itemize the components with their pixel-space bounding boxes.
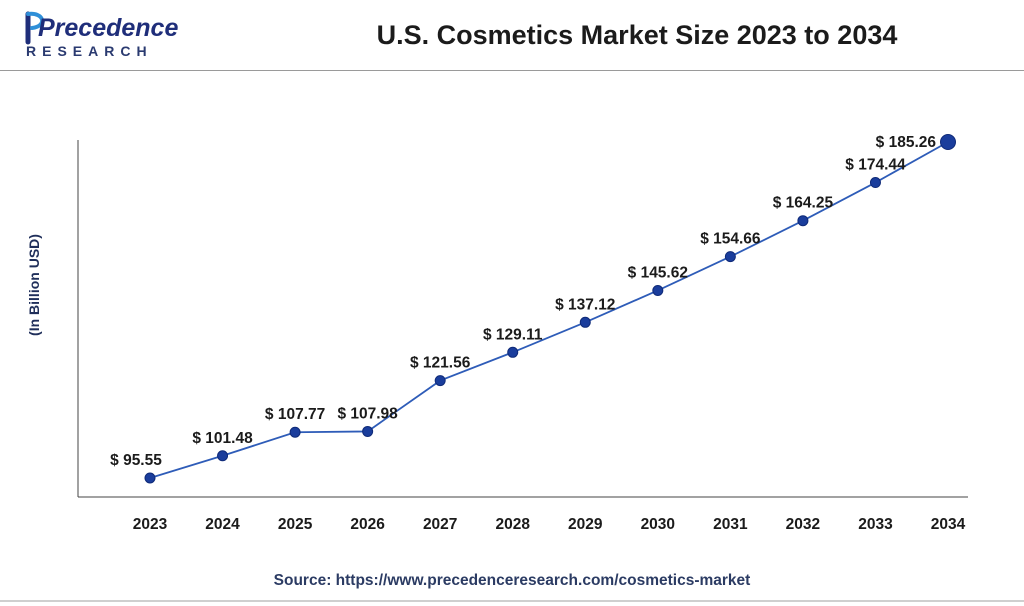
data-point bbox=[869, 177, 881, 189]
x-tick-label: 2033 bbox=[858, 516, 893, 533]
bottom-rule bbox=[0, 600, 1024, 602]
data-point bbox=[362, 425, 374, 437]
data-label: $ 154.66 bbox=[700, 231, 761, 248]
data-point bbox=[652, 284, 664, 296]
data-label: $ 185.26 bbox=[876, 134, 937, 151]
x-tick-label: 2034 bbox=[931, 516, 966, 533]
data-label: $ 164.25 bbox=[773, 195, 834, 212]
data-point bbox=[579, 316, 591, 328]
data-label: $ 145.62 bbox=[628, 264, 688, 281]
series-line bbox=[149, 141, 949, 479]
data-label: $ 121.56 bbox=[410, 355, 471, 372]
logo-name-line2: RESEARCH bbox=[26, 43, 153, 59]
data-point bbox=[797, 215, 809, 227]
line-chart: 2023 2024 2025 2026 2027 2028 2029 2030 2031 2032… bbox=[77, 134, 968, 533]
data-point bbox=[289, 426, 301, 438]
data-label: $ 107.77 bbox=[265, 406, 325, 423]
x-tick-label: 2027 bbox=[423, 516, 457, 533]
x-tick-label: 2025 bbox=[278, 516, 313, 533]
x-tick-label: 2032 bbox=[786, 516, 820, 533]
data-label: $ 137.12 bbox=[555, 296, 615, 313]
data-point bbox=[217, 450, 229, 462]
x-tick-label: 2026 bbox=[350, 516, 385, 533]
chart-axes bbox=[77, 140, 968, 498]
header-bar: Precedence RESEARCH U.S. Cosmetics Marke… bbox=[0, 0, 1024, 71]
data-point bbox=[940, 134, 956, 150]
x-tick-label: 2030 bbox=[641, 516, 675, 533]
data-point bbox=[434, 375, 446, 387]
data-label: $ 101.48 bbox=[192, 430, 253, 447]
x-tick-label: 2029 bbox=[568, 516, 603, 533]
data-label: $ 95.55 bbox=[110, 452, 162, 469]
x-tick-label: 2028 bbox=[495, 516, 530, 533]
source-caption: Source: https://www.precedenceresearch.c… bbox=[273, 572, 751, 589]
data-point bbox=[507, 346, 519, 358]
data-label: $ 107.98 bbox=[337, 405, 398, 422]
page-title: U.S. Cosmetics Market Size 2023 to 2034 bbox=[376, 19, 898, 50]
x-tick-label: 2024 bbox=[205, 516, 240, 533]
data-label: $ 174.44 bbox=[845, 157, 906, 174]
data-point bbox=[724, 251, 736, 263]
x-tick-label: 2023 bbox=[133, 516, 168, 533]
data-label: $ 129.11 bbox=[483, 326, 543, 343]
logo-name-line1: Precedence bbox=[38, 14, 178, 42]
x-tick-label: 2031 bbox=[713, 516, 748, 533]
data-point bbox=[144, 472, 156, 484]
precedence-research-logo: Precedence RESEARCH bbox=[25, 11, 178, 59]
